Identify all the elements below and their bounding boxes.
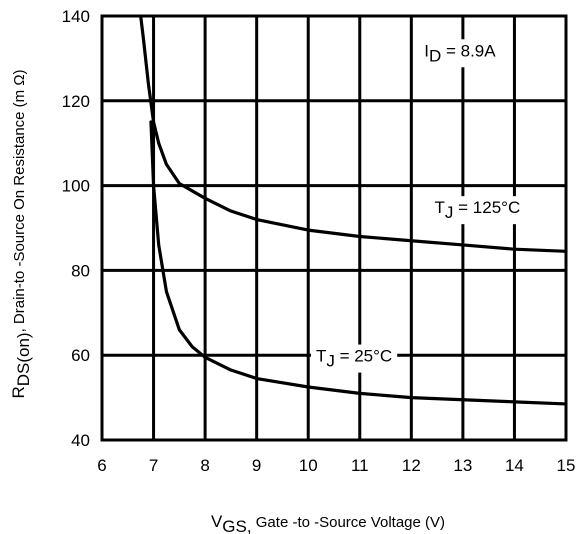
annotations: ID = 8.9A TJ = 125°C TJ = 25°C [310,39,526,373]
x-tick-label-12: 12 [402,456,421,475]
x-tick-label-13: 13 [453,456,472,475]
y-axis-title: RDS(on), Drain-to -Source On Resistance … [9,69,33,398]
tj-125-rest: = 125°C [453,198,520,217]
x-tick-label-7: 7 [149,456,158,475]
y-axis-title-rest: , Drain-to -Source On Resistance (m Ω) [11,69,28,332]
x-axis-title-sub: GS, [222,517,251,534]
x-tick-label-10: 10 [299,456,318,475]
y-tick-label-140: 140 [62,7,90,26]
y-tick-label-60: 60 [71,346,90,365]
tj-125-label-background [429,196,526,225]
x-tick-label-14: 14 [505,456,524,475]
x-tick-label-15: 15 [557,456,576,475]
id-label-background [419,39,502,68]
tj-25-label: TJ = 25°C [316,347,392,371]
tj-25-rest: = 25°C [335,347,392,366]
drain-current-main: I [424,41,429,60]
drain-current-sub: D [429,46,441,65]
series-tj-125 [139,14,568,253]
x-axis-title-main: V [211,512,223,531]
y-tick-label-40: 40 [71,431,90,450]
x-axis-title-rest: Gate -to -Source Voltage (V) [252,514,445,531]
y-axis-title-main: R [9,386,28,398]
tj-125-sub: J [445,203,454,222]
y-tick-labels: 40 60 80 100 120 140 [62,7,90,450]
y-tick-label-100: 100 [62,177,90,196]
tj-25-label-background [310,344,398,373]
x-tick-label-9: 9 [252,456,261,475]
series-tj-25 [149,120,568,406]
x-tick-label-6: 6 [97,456,106,475]
tj-25-main: T [316,347,326,366]
tj-25-sub: J [326,352,335,371]
drain-current-label: ID = 8.9A [424,41,496,65]
tj-125-main: T [435,198,445,217]
y-tick-label-120: 120 [62,92,90,111]
y-axis-title-sub: DS(on) [14,332,33,386]
tj-125-label: TJ = 125°C [435,198,521,222]
x-tick-label-11: 11 [351,456,369,475]
series-lines [139,14,568,406]
y-tick-label-80: 80 [71,261,90,280]
x-tick-labels: 6 7 8 9 10 11 12 13 14 15 [97,456,575,475]
x-tick-label-8: 8 [200,456,209,475]
plot-frame [100,14,568,442]
x-axis-title: VGS, Gate -to -Source Voltage (V) [211,512,445,534]
grid [102,16,566,440]
drain-current-rest: = 8.9A [441,41,496,60]
